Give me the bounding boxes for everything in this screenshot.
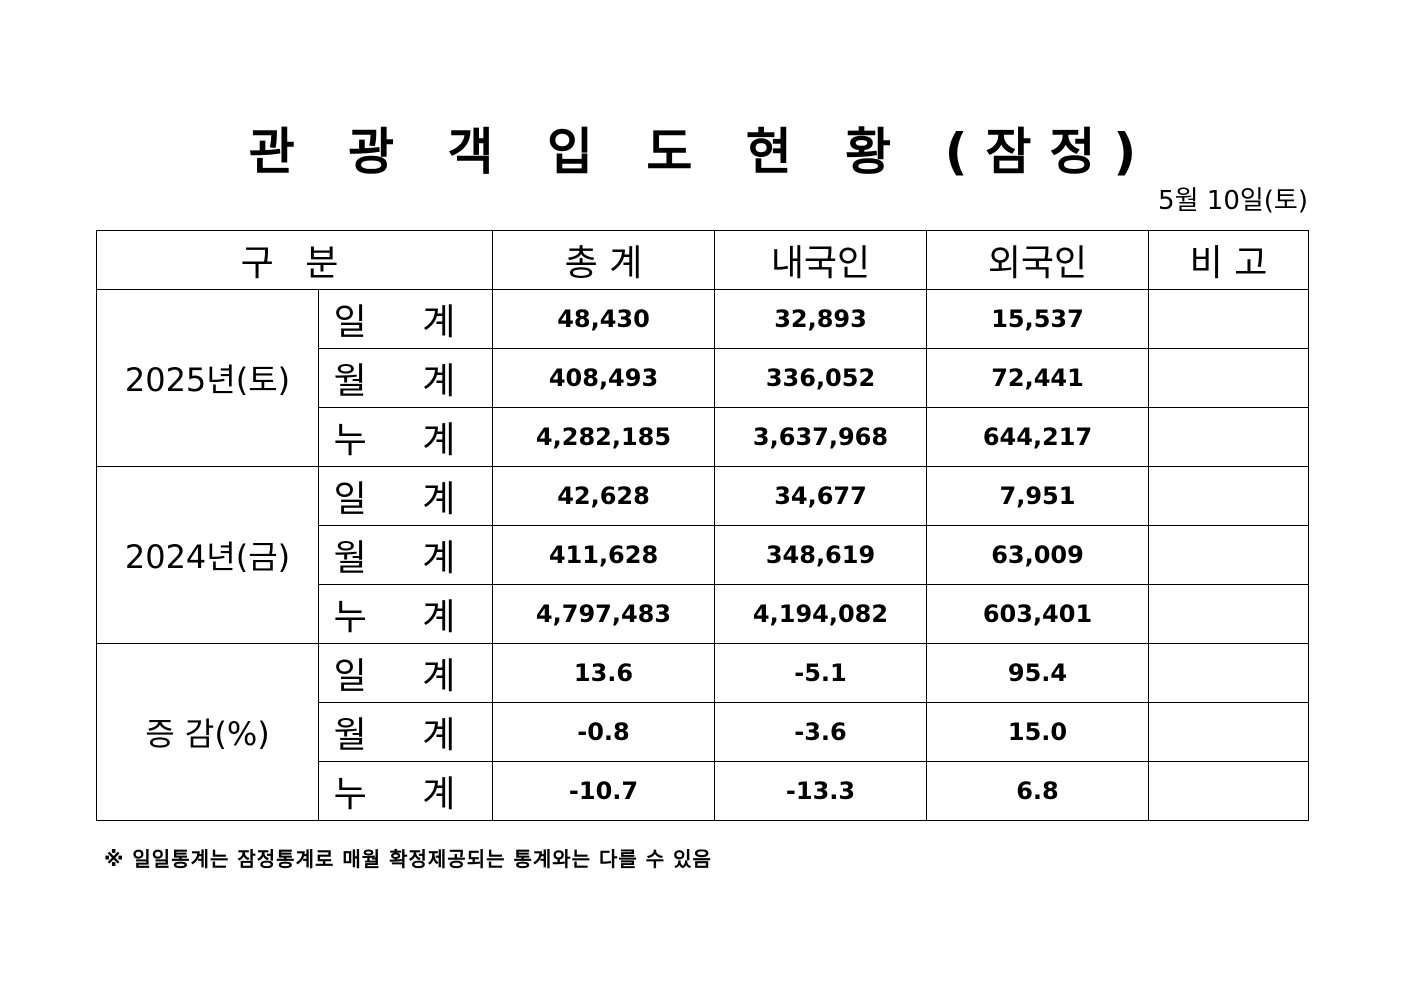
page-title: 관 광 객 입 도 현 황 (잠정) <box>248 123 1155 181</box>
tourist-arrivals-table: 구 분 총 계 내국인 외국인 비 고 2025년(토) 일 계 48,430 32,… <box>96 230 1309 821</box>
foreign-cell: 63,009 <box>926 525 1149 585</box>
header-row: 구 분 총 계 내국인 외국인 비 고 <box>96 230 1309 290</box>
period-label: 월 계 <box>318 348 493 408</box>
foreign-cell: 6.8 <box>926 761 1149 821</box>
domestic-cell: -5.1 <box>714 643 927 703</box>
period-label: 누 계 <box>318 584 493 644</box>
foreign-cell: 15,537 <box>926 289 1149 349</box>
total-cell: 13.6 <box>492 643 715 703</box>
total-cell: 411,628 <box>492 525 715 585</box>
total-cell: 42,628 <box>492 466 715 526</box>
foreign-cell: 95.4 <box>926 643 1149 703</box>
header-foreign: 외국인 <box>926 230 1149 290</box>
table-row: 2025년(토) 일 계 48,430 32,893 15,537 <box>96 289 1309 467</box>
header-total: 총 계 <box>492 230 715 290</box>
foreign-cell: 644,217 <box>926 407 1149 467</box>
table-row: 누 계 -10.7 -13.3 6.8 <box>97 761 1309 821</box>
foreign-cell: 7,951 <box>926 466 1149 526</box>
total-cell: 4,797,483 <box>492 584 715 644</box>
remarks-cell <box>1148 407 1309 467</box>
header-domestic: 내국인 <box>714 230 927 290</box>
total-cell: 4,282,185 <box>492 407 715 467</box>
remarks-cell <box>1148 584 1309 644</box>
domestic-cell: 32,893 <box>714 289 927 349</box>
domestic-cell: 348,619 <box>714 525 927 585</box>
group-label: 2024년(금) <box>96 466 319 644</box>
total-cell: -0.8 <box>492 702 715 762</box>
foreign-cell: 603,401 <box>926 584 1149 644</box>
group-label: 2025년(토) <box>96 289 319 467</box>
footnote: ※ 일일통계는 잠정통계로 매월 확정제공되는 통계와는 다를 수 있음 <box>104 847 712 871</box>
period-label: 일 계 <box>318 466 493 526</box>
remarks-cell <box>1148 525 1309 585</box>
domestic-cell: 34,677 <box>714 466 927 526</box>
table-row: 월 계 411,628 348,619 63,009 <box>97 525 1309 585</box>
remarks-cell <box>1148 348 1309 408</box>
header-category: 구 분 <box>96 230 493 290</box>
total-cell: -10.7 <box>492 761 715 821</box>
period-label: 일 계 <box>318 289 493 349</box>
group-label: 증 감(%) <box>96 643 319 821</box>
period-label: 월 계 <box>318 525 493 585</box>
report-date: 5월 10일(토) <box>1158 186 1308 216</box>
foreign-cell: 72,441 <box>926 348 1149 408</box>
period-label: 월 계 <box>318 702 493 762</box>
table-row: 누 계 4,797,483 4,194,082 603,401 <box>97 584 1309 644</box>
domestic-cell: -13.3 <box>714 761 927 821</box>
period-label: 일 계 <box>318 643 493 703</box>
total-cell: 408,493 <box>492 348 715 408</box>
domestic-cell: 3,637,968 <box>714 407 927 467</box>
remarks-cell <box>1148 702 1309 762</box>
period-label: 누 계 <box>318 407 493 467</box>
remarks-cell <box>1148 761 1309 821</box>
domestic-cell: 336,052 <box>714 348 927 408</box>
table-row: 누 계 4,282,185 3,637,968 644,217 <box>97 407 1309 467</box>
domestic-cell: 4,194,082 <box>714 584 927 644</box>
remarks-cell <box>1148 289 1309 349</box>
period-label: 누 계 <box>318 761 493 821</box>
total-cell: 48,430 <box>492 289 715 349</box>
remarks-cell <box>1148 466 1309 526</box>
table-row: 월 계 -0.8 -3.6 15.0 <box>97 702 1309 762</box>
table-row: 증 감(%) 일 계 13.6 -5.1 95.4 <box>96 643 1309 821</box>
table-row: 2024년(금) 일 계 42,628 34,677 7,951 <box>96 466 1309 644</box>
remarks-cell <box>1148 643 1309 703</box>
foreign-cell: 15.0 <box>926 702 1149 762</box>
domestic-cell: -3.6 <box>714 702 927 762</box>
header-remarks: 비 고 <box>1148 230 1309 290</box>
